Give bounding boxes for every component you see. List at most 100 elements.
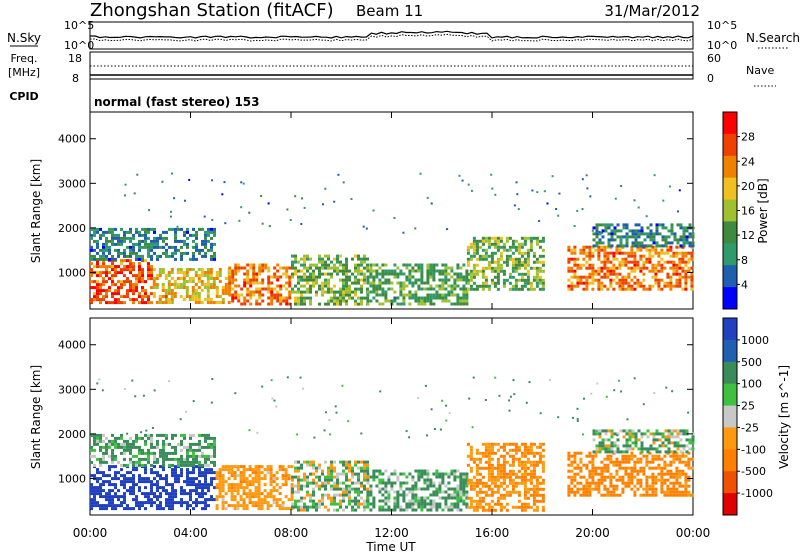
heatmap-cell [472,248,476,252]
heatmap-cell [375,475,379,479]
heatmap-cell [678,481,682,485]
heatmap-cell [260,465,264,469]
heatmap-cell [496,269,500,273]
heatmap-cell [134,395,137,398]
heatmap-cell [505,490,509,494]
heatmap-cell [502,442,506,446]
heatmap-cell [324,411,327,414]
heatmap-cell [490,269,494,273]
heatmap-cell [405,278,409,282]
heatmap-cell [511,505,515,509]
heatmap-cell [327,272,330,276]
heatmap-cell [414,269,418,273]
heatmap-cell [502,281,506,285]
heatmap-cell [213,471,216,475]
heatmap-cell [684,260,688,264]
heatmap-cell [276,263,280,267]
heatmap-cell [532,472,536,476]
heatmap-cell [630,454,634,458]
heatmap-cell [191,298,195,301]
heatmap-cell [234,269,238,273]
heatmap-cell [117,286,120,290]
heatmap-cell [597,472,601,476]
heatmap-cell [399,284,403,288]
heatmap-cell [625,223,629,227]
heatmap-cell [523,472,527,476]
heatmap-cell [624,275,628,279]
heatmap-cell [132,233,135,237]
heatmap-cell [490,257,494,261]
heatmap-cell [688,441,692,445]
heatmap-cell [111,439,114,443]
heatmap-cell [435,284,439,288]
heatmap-cell [610,229,614,233]
heatmap-cell [285,275,289,279]
heatmap-cell [210,230,213,234]
heatmap-cell [594,487,598,491]
heatmap-cell [541,499,545,503]
heatmap-cell [210,254,213,258]
heatmap-cell [236,504,240,508]
heatmap-cell [194,301,198,304]
heatmap-cell [631,229,635,233]
heatmap-cell [336,266,339,270]
heatmap-cell [570,266,574,270]
heatmap-cell [204,486,207,490]
heatmap-cell [660,263,664,267]
heatmap-cell [612,475,616,479]
heatmap-cell [135,274,138,278]
heatmap-cell [315,266,318,270]
heatmap-cell [648,251,652,255]
heatmap-cell [192,471,195,475]
heatmap-cell [345,281,348,285]
heatmap-cell [579,266,583,270]
heatmap-cell [240,266,244,270]
heatmap-cell [174,257,177,261]
heatmap-cell [402,508,406,512]
heatmap-cell [636,481,640,485]
heatmap-cell [204,477,207,481]
heatmap-cell [204,433,207,437]
heatmap-cell [201,483,204,487]
heatmap-cell [493,478,497,482]
heatmap-cell [609,484,613,488]
heatmap-cell [204,230,207,234]
heatmap-cell [466,463,470,467]
heatmap-cell [535,451,539,455]
heatmap-cell [585,245,589,249]
heatmap-cell [260,195,263,197]
colorbar-frame [722,317,738,516]
heatmap-cell [252,269,256,273]
heatmap-cell [336,296,339,300]
heatmap-cell [472,251,476,255]
heatmap-cell [192,233,195,237]
heatmap-cell [363,460,366,464]
heatmap-cell [465,484,469,488]
heatmap-cell [268,225,271,228]
heatmap-cell [102,454,105,458]
heatmap-cell [453,475,457,479]
heatmap-cell [351,469,354,473]
heatmap-cell [621,281,625,285]
heatmap-cell [239,480,243,484]
heatmap-cell [682,235,686,239]
heatmap-cell [502,272,506,276]
heatmap-cell [438,484,442,488]
heatmap-cell [306,278,309,282]
heatmap-cell [263,477,267,481]
heatmap-cell [532,278,536,282]
heatmap-cell [625,226,629,230]
heatmap-cell [165,474,168,478]
heatmap-cell [459,508,463,512]
heatmap-cell [466,481,470,485]
heatmap-cell [111,227,114,231]
heatmap-cell [90,504,93,508]
heatmap-cell [303,263,306,267]
heatmap-cell [138,301,141,305]
heatmap-cell [508,236,512,240]
heatmap-cell [111,451,114,455]
heatmap-cell [224,465,228,469]
heatmap-cell [499,466,503,470]
heatmap-cell [321,499,324,503]
heatmap-cell [309,272,312,276]
